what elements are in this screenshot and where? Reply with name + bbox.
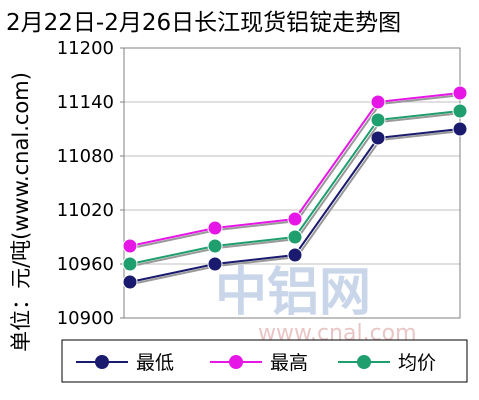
y-tick-label: 10960 bbox=[57, 254, 114, 275]
series-2 bbox=[122, 85, 468, 254]
data-point bbox=[370, 94, 386, 110]
series-3 bbox=[122, 103, 468, 272]
data-point bbox=[370, 130, 386, 146]
legend-marker bbox=[95, 355, 109, 369]
chart-title: 2月22日-2月26日长江现货铝锭走势图 bbox=[6, 10, 401, 36]
data-point bbox=[287, 211, 303, 227]
legend-box bbox=[61, 339, 468, 383]
data-point bbox=[207, 256, 223, 272]
y-tick-label: 11020 bbox=[57, 200, 114, 221]
data-point bbox=[122, 274, 138, 290]
watermark-logo: 中铝网 bbox=[215, 263, 371, 323]
y-axis-ticks: 10900 10960 11020 11080 11140 11200 bbox=[57, 38, 124, 329]
series-lines bbox=[122, 85, 468, 290]
legend-marker bbox=[229, 355, 243, 369]
watermark: 中铝网 www.cnal.com bbox=[215, 263, 417, 346]
data-point bbox=[370, 112, 386, 128]
legend-marker bbox=[357, 355, 371, 369]
legend-label: 均价 bbox=[398, 352, 436, 374]
data-point bbox=[287, 229, 303, 245]
plot-area bbox=[123, 47, 461, 319]
data-point bbox=[207, 238, 223, 254]
y-tick-label: 11080 bbox=[57, 146, 114, 167]
legend-label: 最低 bbox=[136, 352, 174, 374]
series-1 bbox=[122, 121, 468, 290]
y-axis-label: 单位：元/吨(www.cnal.com) bbox=[9, 72, 33, 352]
data-point bbox=[122, 256, 138, 272]
data-point bbox=[287, 247, 303, 263]
data-point bbox=[452, 85, 468, 101]
data-point bbox=[452, 121, 468, 137]
legend-label: 最高 bbox=[270, 352, 308, 374]
y-tick-label: 11140 bbox=[57, 92, 114, 113]
legend: 最低 最高 均价 bbox=[61, 339, 468, 383]
data-point bbox=[122, 238, 138, 254]
y-tick-label: 11200 bbox=[57, 38, 114, 59]
data-point bbox=[452, 103, 468, 119]
data-point bbox=[207, 220, 223, 236]
y-tick-label: 10900 bbox=[57, 308, 114, 329]
